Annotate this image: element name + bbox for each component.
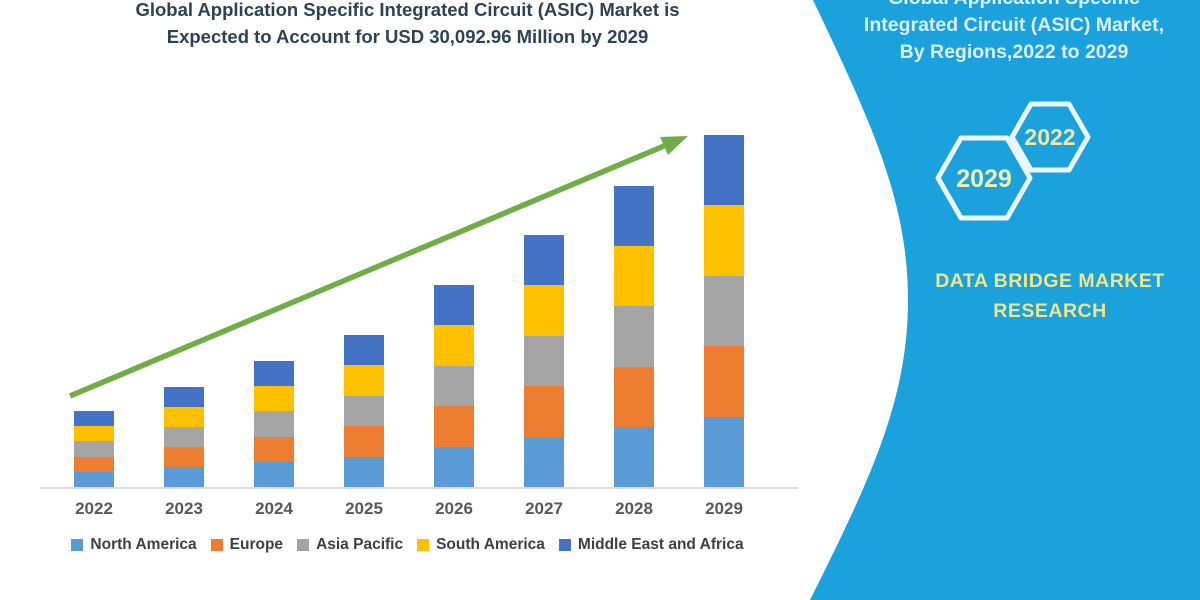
bar-segment-asia-pacific — [164, 426, 204, 447]
chart-legend: North America Europe Asia Pacific South Ame… — [30, 536, 785, 554]
brand-name: DATA BRIDGE MARKET RESEARCH — [898, 266, 1200, 326]
bar-segment-middle-east-and-africa — [434, 284, 474, 326]
bar-segment-europe — [344, 426, 384, 457]
bar-segment-europe — [434, 406, 474, 447]
hexagon-2029-label: 2029 — [956, 165, 1012, 193]
bar-segment-asia-pacific — [704, 275, 744, 347]
bar-segment-south-america — [434, 325, 474, 366]
bar-segment-north-america — [344, 456, 384, 487]
side-panel-heading: Global Application Specific Integrated C… — [838, 0, 1190, 66]
legend-swatch — [71, 539, 84, 551]
bar-segment-middle-east-and-africa — [164, 386, 204, 407]
side-panel-background — [810, 0, 1200, 600]
bar-segment-middle-east-and-africa — [704, 135, 744, 206]
bar-segment-asia-pacific — [524, 335, 564, 387]
hexagon-2029 — [935, 135, 1033, 221]
side-panel-heading-line1: Global Application Specific — [838, 0, 1190, 12]
bar-segment-south-america — [524, 285, 564, 336]
x-axis-line — [40, 487, 798, 489]
bar-segment-middle-east-and-africa — [254, 360, 294, 387]
chart-title-line2: Expected to Account for USD 30,092.96 Mi… — [166, 26, 649, 47]
bar-segment-middle-east-and-africa — [524, 234, 564, 286]
x-axis-label-2024: 2024 — [255, 499, 293, 518]
legend-swatch — [417, 539, 430, 551]
x-axis-label-2022: 2022 — [75, 499, 113, 518]
bar-segment-north-america — [254, 461, 294, 487]
hexagon-2022-label: 2022 — [1024, 124, 1075, 150]
legend-item-europe: Europe — [210, 536, 284, 554]
bar-segment-europe — [614, 366, 654, 427]
bar-segment-north-america — [614, 426, 654, 487]
bar-segment-europe — [74, 456, 114, 472]
x-axis-label-2023: 2023 — [165, 499, 203, 518]
trend-arrow — [68, 136, 688, 399]
bar-segment-europe — [524, 386, 564, 437]
bar-segment-north-america — [524, 436, 564, 487]
legend-swatch — [558, 539, 571, 551]
side-panel-heading-line3: By Regions,2022 to 2029 — [899, 41, 1129, 63]
bar-segment-middle-east-and-africa — [344, 334, 384, 366]
legend-item-south-america: South America — [417, 536, 545, 554]
bar-segment-asia-pacific — [344, 395, 384, 427]
stacked-bar-chart: 2022 2023 2024 2025 2026 2027 2028 2029 — [40, 135, 798, 518]
bar-segment-asia-pacific — [614, 306, 654, 367]
legend-label: Asia Pacific — [316, 536, 404, 553]
legend-swatch — [297, 539, 310, 551]
bar-segment-europe — [254, 436, 294, 462]
bar-segment-middle-east-and-africa — [614, 186, 654, 247]
bar-segment-north-america — [74, 471, 114, 487]
bar-segment-north-america — [704, 416, 744, 487]
trend-arrow-head — [660, 136, 688, 155]
bar-segment-asia-pacific — [254, 411, 294, 437]
bar-segment-europe — [704, 346, 744, 417]
chart-title: Global Application Specific Integrated C… — [30, 0, 785, 50]
bar-segment-south-america — [344, 365, 384, 396]
legend-label: South America — [436, 536, 545, 553]
legend-label: Middle East and Africa — [577, 536, 744, 553]
legend-item-asia-pacific: Asia Pacific — [297, 536, 403, 554]
bar-segment-europe — [164, 446, 204, 467]
x-axis-label-2026: 2026 — [435, 499, 473, 518]
bar-segment-south-america — [254, 386, 294, 412]
legend-label: North America — [90, 536, 197, 553]
legend-label: Europe — [229, 536, 284, 553]
bar-segment-north-america — [164, 466, 204, 487]
brand-line1: DATA BRIDGE MARKET — [935, 270, 1165, 292]
legend-item-north-america: North America — [71, 536, 197, 554]
legend-item-middle-east-and-africa: Middle East and Africa — [558, 536, 744, 554]
bar-segment-south-america — [74, 426, 114, 442]
bar-segment-north-america — [434, 446, 474, 487]
x-axis-label-2025: 2025 — [345, 499, 383, 518]
bar-segment-asia-pacific — [434, 365, 474, 407]
bar-segment-south-america — [164, 406, 204, 427]
chart-title-line1: Global Application Specific Integrated C… — [135, 0, 680, 20]
legend-swatch — [210, 539, 223, 551]
brand-line2: RESEARCH — [993, 300, 1107, 322]
hexagon-2022 — [1009, 101, 1091, 173]
x-axis-label-2029: 2029 — [705, 499, 743, 518]
bar-segment-asia-pacific — [74, 441, 114, 457]
bar-segment-south-america — [704, 205, 744, 276]
trend-arrow-line — [68, 143, 666, 399]
x-axis-label-2028: 2028 — [615, 499, 653, 518]
bar-segment-middle-east-and-africa — [74, 410, 114, 427]
x-axis-label-2027: 2027 — [525, 499, 563, 518]
side-panel-heading-line2: Integrated Circuit (ASIC) Market, — [863, 14, 1165, 36]
bar-segment-south-america — [614, 246, 654, 307]
